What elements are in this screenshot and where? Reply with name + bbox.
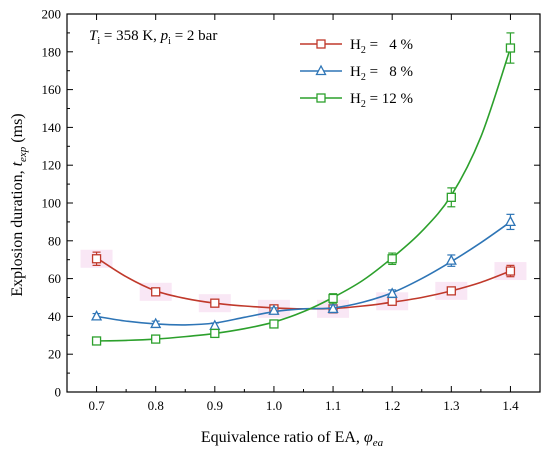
legend-item: H2 = 12 % [300,91,413,110]
data-point [387,254,397,264]
y-tick-label: 140 [42,120,62,135]
legend: H2 = 4 % H2 = 8 % H2 = 12 % [300,37,413,110]
legend-label: H2 = 12 % [350,91,413,110]
legend-swatch-marker [316,93,326,103]
data-point [91,336,102,346]
data-point [504,215,517,227]
series-3 [91,32,516,346]
x-tick-label: 0.7 [88,398,105,413]
y-tick-label: 100 [42,196,62,211]
data-point [151,334,161,344]
legend-label: H2 = 8 % [350,64,413,83]
data-point [151,287,161,297]
y-tick-label: 20 [48,347,61,362]
highlight-shading [80,249,527,318]
data-point [387,296,397,306]
x-tick-label: 1.2 [384,398,400,413]
legend-swatch-marker [315,64,327,76]
legend-swatch-marker [316,39,326,49]
data-point [90,310,103,321]
x-tick-label: 1.3 [443,398,459,413]
y-tick-label: 80 [48,233,61,248]
data-point [445,254,457,265]
x-tick-label: 0.9 [207,398,223,413]
data-point [505,43,516,53]
y-tick-label: 40 [48,309,61,324]
data-point [210,298,220,308]
series-curve [96,221,511,326]
y-tick-label: 180 [42,44,62,59]
conditions-annotation: Ti = 358 K, pi = 2 bar [89,28,217,47]
data-point [328,293,338,304]
y-tick-label: 160 [42,82,62,97]
data-point [446,192,456,202]
data-point [386,287,398,298]
x-tick-label: 0.8 [148,398,164,413]
x-axis-title: Equivalence ratio of EA, φea [201,429,384,449]
y-tick-label: 120 [42,158,62,173]
y-tick-label: 200 [42,7,62,22]
y-tick-label: 0 [55,385,62,400]
series-layer [90,32,517,346]
data-point [446,286,456,296]
legend-item: H2 = 4 % [300,37,413,56]
x-tick-label: 1.1 [325,398,341,413]
data-point [150,317,162,329]
data-point [269,319,279,329]
legend-label: H2 = 4 % [350,37,413,56]
data-point [91,254,102,264]
y-tick-label: 60 [48,271,61,286]
legend-item: H2 = 8 % [300,64,413,83]
data-point [210,328,220,339]
data-point [327,302,339,313]
data-point [505,266,516,276]
y-axis-title: Explosion duration, texp (ms) [9,113,29,296]
x-tick-label: 1.0 [266,398,282,413]
axes: 0.7 0.8 0.9 1.0 1.1 1.2 1.3 1.4 0 20 40 60 80 100 120 1… [42,7,541,413]
x-tick-label: 1.4 [502,398,519,413]
series-2 [90,213,517,331]
data-point [268,304,280,315]
